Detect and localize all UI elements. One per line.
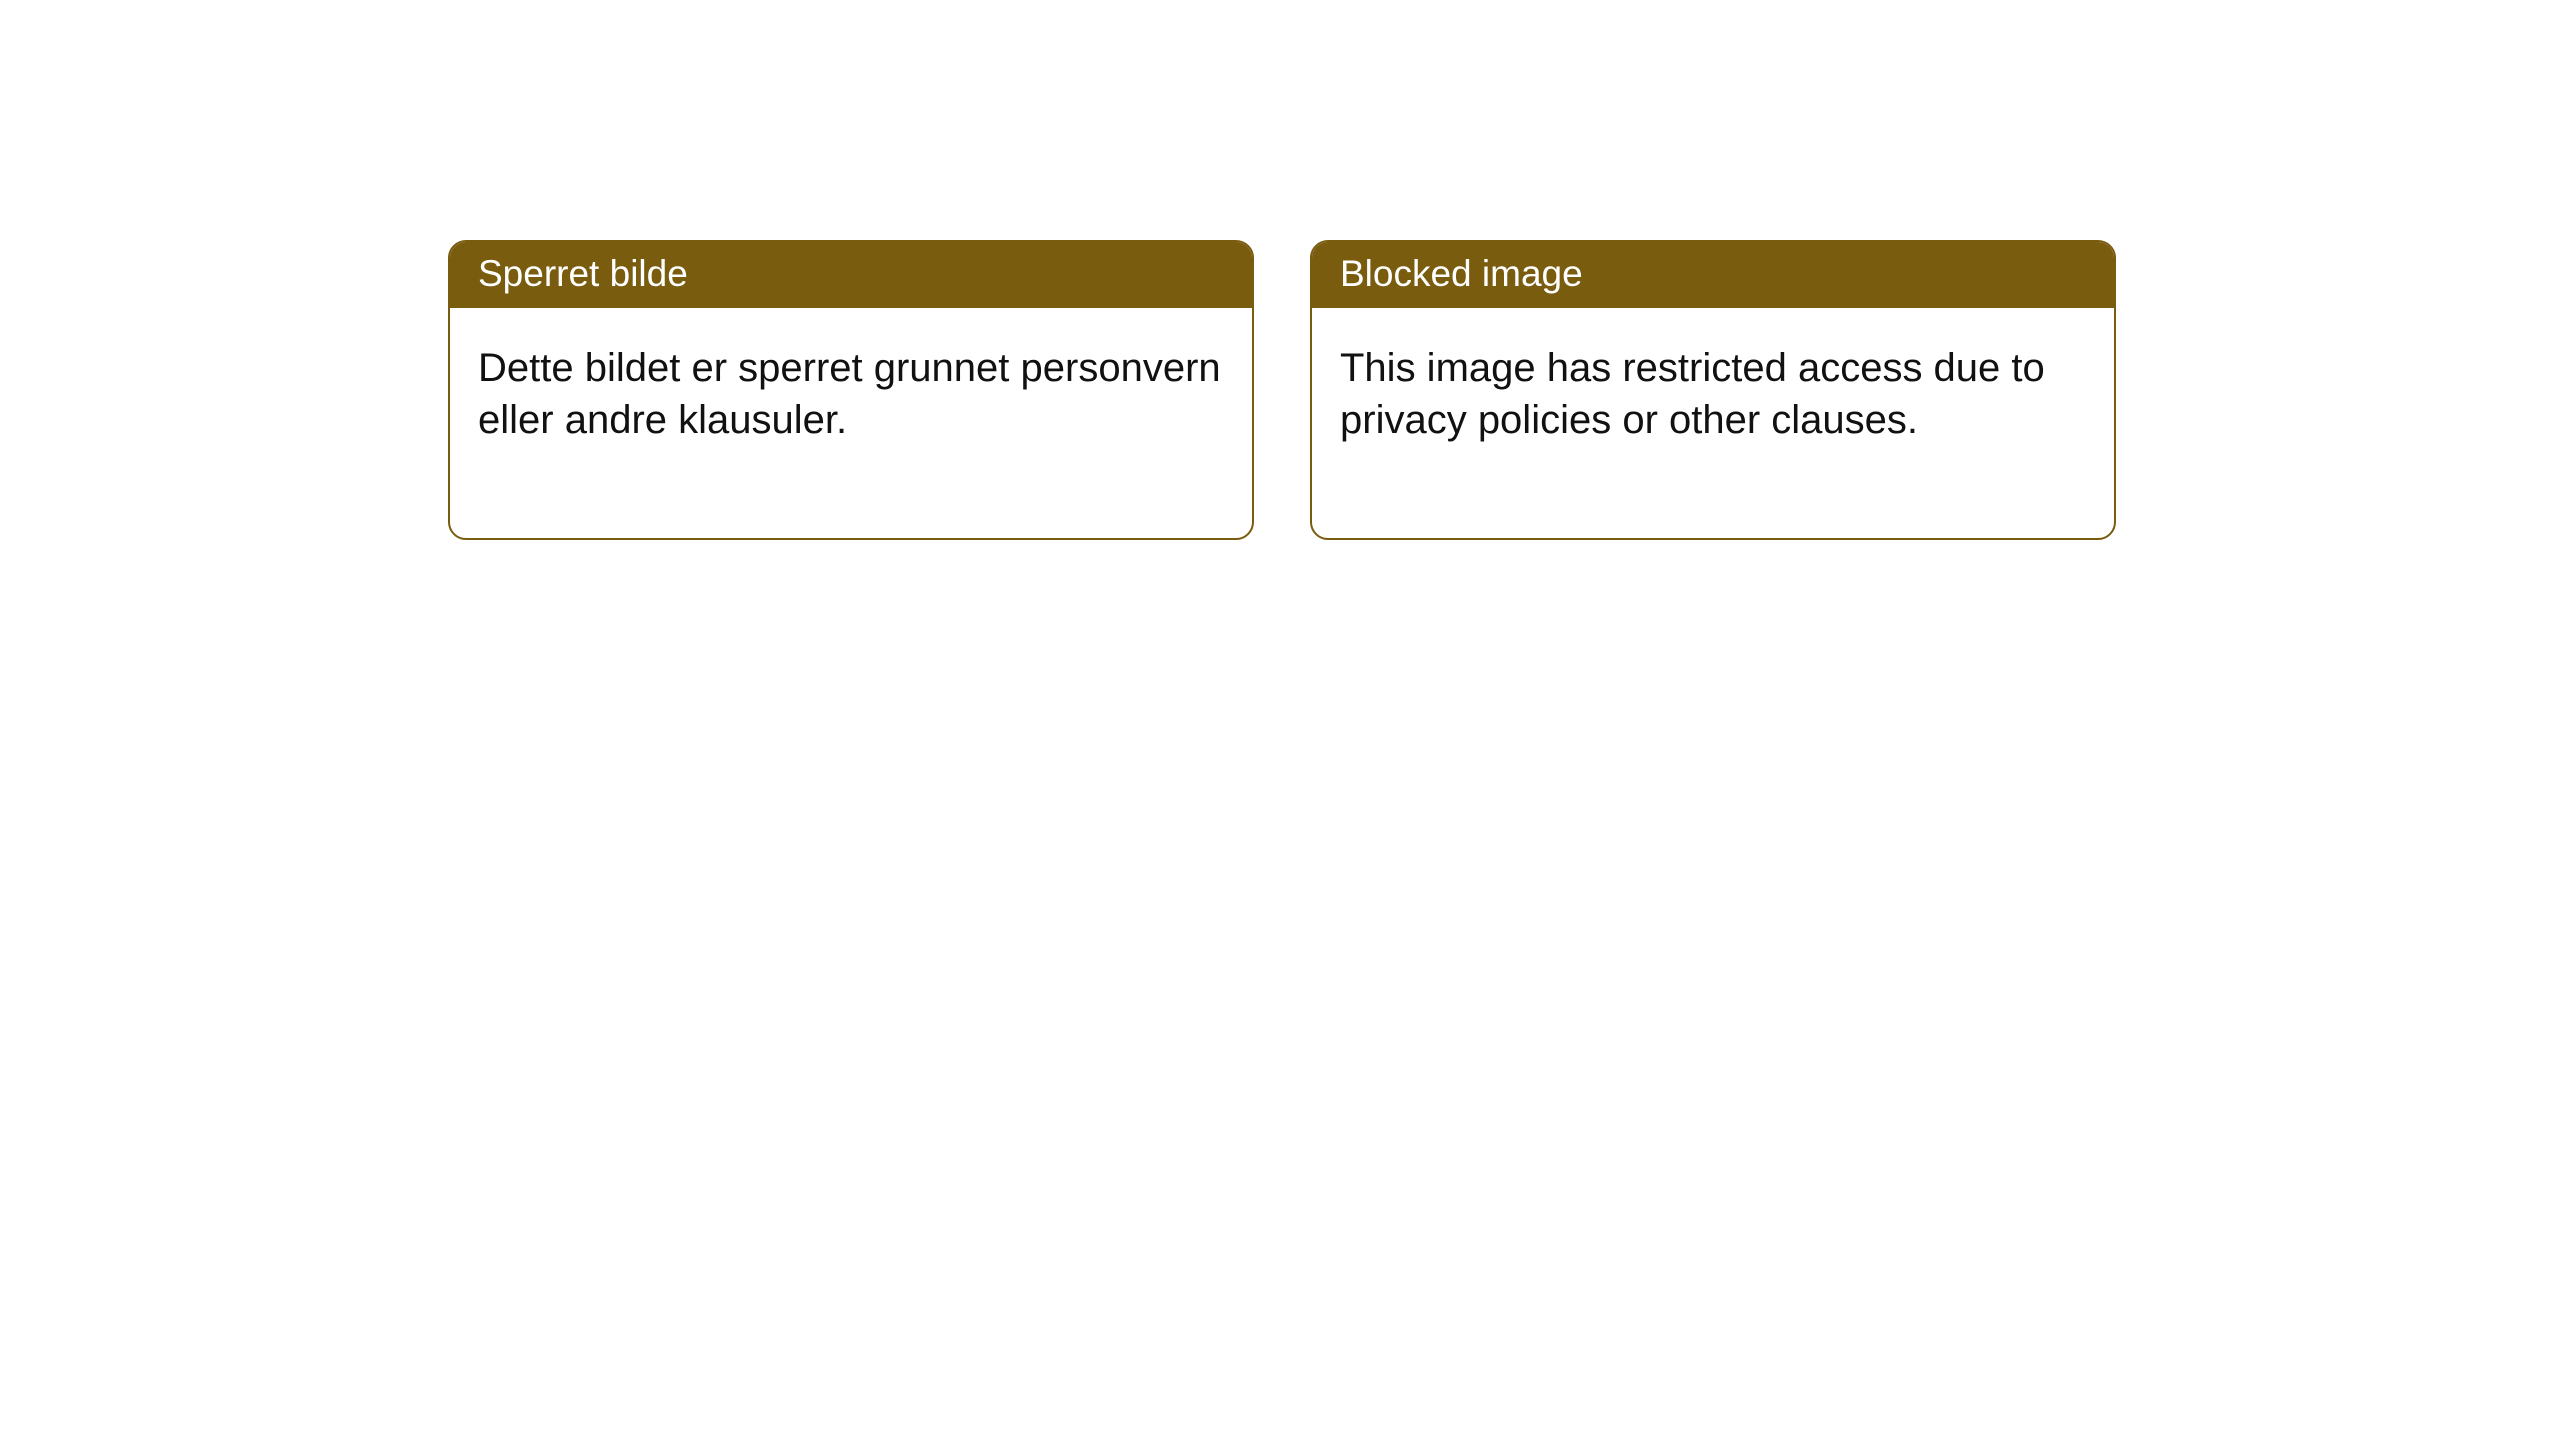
notice-body-english: This image has restricted access due to … <box>1312 308 2114 538</box>
notice-card-english: Blocked image This image has restricted … <box>1310 240 2116 540</box>
notice-title-english: Blocked image <box>1312 242 2114 308</box>
notice-body-norwegian: Dette bildet er sperret grunnet personve… <box>450 308 1252 538</box>
notice-card-norwegian: Sperret bilde Dette bildet er sperret gr… <box>448 240 1254 540</box>
notice-title-norwegian: Sperret bilde <box>450 242 1252 308</box>
notice-container: Sperret bilde Dette bildet er sperret gr… <box>0 0 2560 540</box>
